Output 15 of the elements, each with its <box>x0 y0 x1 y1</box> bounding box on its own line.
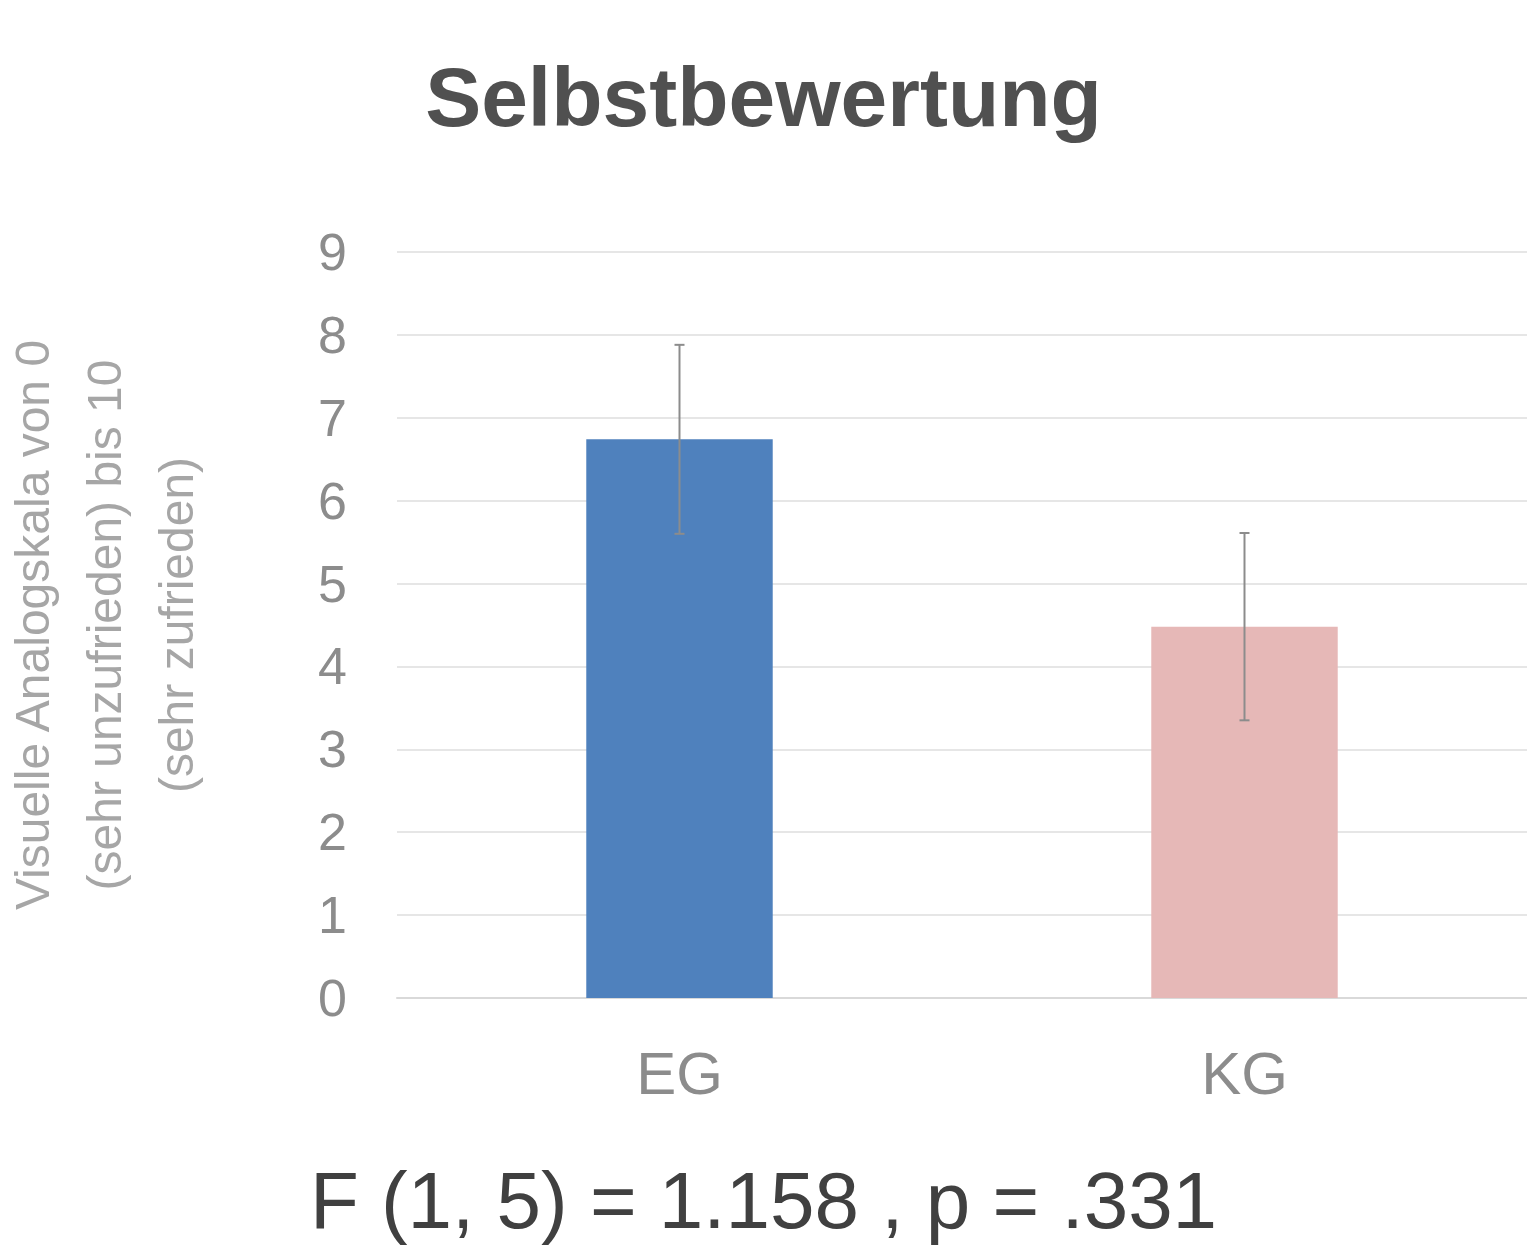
y-tick-label: 4 <box>318 637 347 696</box>
y-tick-label: 6 <box>318 471 347 530</box>
y-tick-label: 0 <box>318 969 347 1027</box>
y-tick-label: 1 <box>318 886 347 945</box>
y-tick-label: 9 <box>318 223 347 281</box>
y-axis-title: Visuelle Analogskala von 0 (sehr unzufrieden) bis 10 (sehr zufrieden) <box>5 339 203 911</box>
y-tick-label: 5 <box>318 554 347 613</box>
x-tick-label: EG <box>636 1039 723 1107</box>
y-tick-label: 3 <box>318 720 347 779</box>
y-tick-label: 7 <box>318 388 347 447</box>
y-tick-label: 2 <box>318 803 347 862</box>
chart-title: Selbstbewertung <box>425 50 1102 144</box>
text: F (1, 5) = 1.158 , p = .331 <box>309 1155 1218 1245</box>
y-tick-label: 8 <box>318 305 347 364</box>
x-tick-label: KG <box>1201 1039 1288 1107</box>
